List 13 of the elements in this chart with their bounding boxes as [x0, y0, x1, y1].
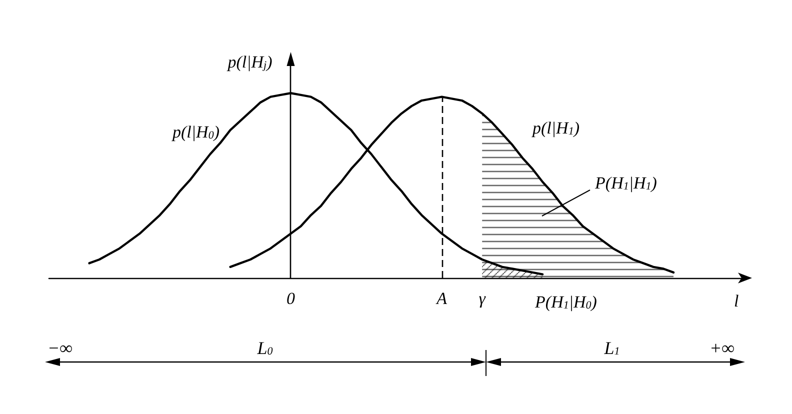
text: L1	[603, 338, 620, 358]
series-label: P(H1|H0)	[534, 292, 598, 312]
y-axis-title: p(l|Hj)	[226, 52, 273, 72]
series-label: p(l|H1)	[532, 118, 580, 138]
text: +∞	[710, 338, 735, 358]
x-tick-label: 0	[286, 289, 296, 308]
x-tick-label: A	[436, 289, 448, 308]
series-label: p(l|H0)	[172, 122, 220, 142]
x-tick-label: γ	[478, 289, 487, 308]
text: L0	[256, 338, 274, 358]
x-axis-title: l	[734, 292, 739, 310]
text: −∞	[48, 338, 73, 358]
series-label: P(H1|H1)	[594, 174, 658, 192]
